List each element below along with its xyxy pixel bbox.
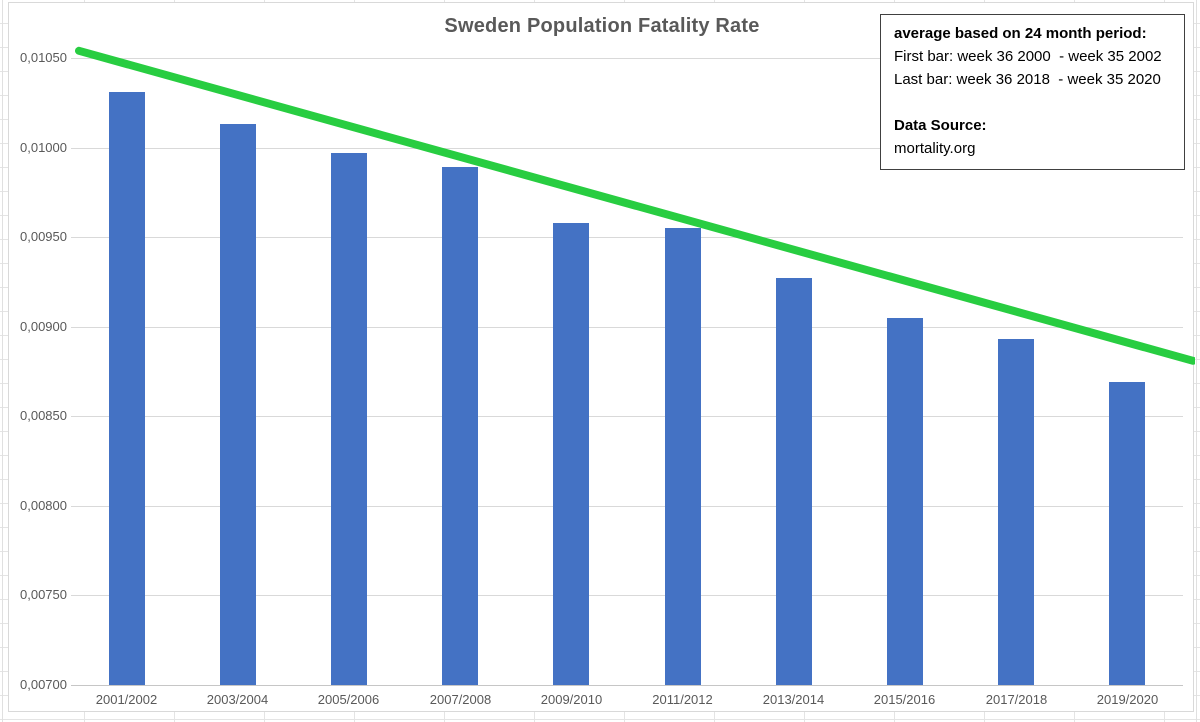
x-axis-tick-label: 2009/2010: [540, 692, 603, 707]
x-axis-tick-label: 2005/2006: [317, 692, 380, 707]
y-axis-tick-label: 0,01050: [20, 50, 67, 65]
y-gridline: [71, 416, 1183, 417]
y-axis-tick-label: 0,00950: [20, 229, 67, 244]
info-box-heading: average based on 24 month period:: [894, 25, 1147, 42]
info-box-last-bar: Last bar: week 36 2018 - week 35 2020: [894, 71, 1161, 88]
bar-2011-2012: [665, 228, 701, 685]
x-axis-tick-label: 2015/2016: [873, 692, 936, 707]
y-axis-tick-label: 0,00800: [20, 498, 67, 513]
bar-2017-2018: [998, 339, 1034, 685]
data-source-label: Data Source:: [894, 117, 987, 134]
bar-2015-2016: [887, 318, 923, 685]
info-box: average based on 24 month period: First …: [880, 14, 1185, 170]
info-box-spacer: [894, 91, 1174, 114]
data-source-value: mortality.org: [894, 140, 976, 157]
y-axis-tick-label: 0,00750: [20, 587, 67, 602]
bar-2007-2008: [442, 167, 478, 685]
x-axis-tick-label: 2019/2020: [1096, 692, 1159, 707]
bar-2005-2006: [331, 153, 367, 685]
x-axis-tick-label: 2003/2004: [206, 692, 269, 707]
sheet-column-line: [1196, 0, 1197, 722]
bar-2009-2010: [553, 223, 589, 685]
x-axis-tick-label: 2013/2014: [762, 692, 825, 707]
y-axis-tick-label: 0,01000: [20, 140, 67, 155]
x-axis-tick-label: 2001/2002: [95, 692, 158, 707]
x-axis-tick-label: 2017/2018: [985, 692, 1048, 707]
y-axis-tick-label: 0,00900: [20, 319, 67, 334]
sheet-column-line: [2, 0, 3, 722]
x-axis-line: [71, 685, 1183, 686]
bar-2013-2014: [776, 278, 812, 685]
bar-2019-2020: [1109, 382, 1145, 685]
y-axis-tick-label: 0,00850: [20, 408, 67, 423]
bar-2001-2002: [109, 92, 145, 685]
chart-title: Sweden Population Fatality Rate: [444, 15, 760, 37]
info-box-first-bar: First bar: week 36 2000 - week 35 2002: [894, 48, 1162, 65]
y-gridline: [71, 506, 1183, 507]
y-axis-tick-label: 0,00700: [20, 677, 67, 692]
y-gridline: [71, 595, 1183, 596]
x-axis-tick-label: 2007/2008: [429, 692, 492, 707]
chart-canvas: Sweden Population Fatality Rate 0,00700 0…: [8, 2, 1195, 712]
x-axis-tick-label: 2011/2012: [652, 692, 713, 707]
bar-2003-2004: [220, 124, 256, 685]
